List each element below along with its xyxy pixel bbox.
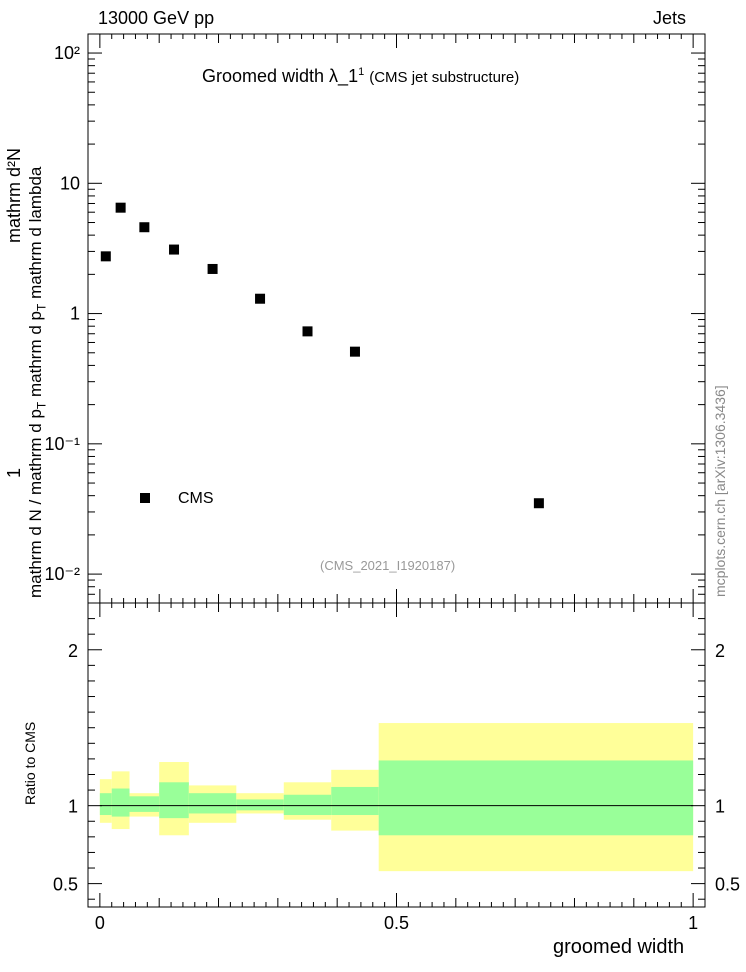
- legend-marker: [140, 493, 150, 503]
- ratio-y-tick-label-right: 0.5: [715, 875, 740, 895]
- x-tick-label: 0.5: [384, 913, 409, 933]
- ratio-y-tick-label: 0.5: [53, 875, 78, 895]
- data-point: [302, 326, 313, 337]
- ylabel-den-part-d: T: [34, 303, 49, 311]
- y-tick-label: 10: [60, 173, 80, 193]
- ratio-y-tick-label-right: 1: [715, 797, 725, 817]
- ylabel-den-part-c: mathrm d p: [26, 311, 45, 397]
- chart-title: Groomed width λ_11 (CMS jet substructure…: [202, 66, 519, 87]
- ratio-inner-band: [159, 782, 189, 819]
- main-frame: [87, 33, 706, 604]
- data-point: [207, 263, 218, 274]
- title-sup: 1: [358, 66, 365, 78]
- ylabel-den-part-a: mathrm d N / mathrm d p: [26, 409, 45, 598]
- ratio-inner-band: [283, 794, 332, 816]
- header-right: Jets: [653, 8, 687, 28]
- ratio-inner-band: [99, 793, 112, 816]
- title-sub: (CMS jet substructure): [369, 69, 520, 86]
- data-point: [115, 202, 126, 213]
- ratio-inner-band: [111, 788, 130, 817]
- reference-label: (CMS_2021_I1920187): [320, 558, 456, 573]
- ratio-inner-band: [188, 793, 237, 814]
- y-tick-label: 10²: [54, 43, 80, 63]
- ylabel-den-part-e: mathrm d lambda: [26, 166, 45, 299]
- ylabel-den-part-b: T: [34, 401, 49, 410]
- ratio-y-tick-label: 2: [68, 641, 78, 661]
- ratio-y-tick-label-right: 2: [715, 641, 725, 661]
- x-tick-label: 0: [95, 913, 105, 933]
- header-left: 13000 GeV pp: [98, 8, 215, 28]
- ratio-y-tick-label: 1: [68, 797, 78, 817]
- ylabel-top: 1: [4, 467, 24, 478]
- y-tick-label: 1: [70, 304, 80, 324]
- x-axis-label: groomed width: [553, 936, 685, 958]
- title-main: Groomed width λ_1: [202, 66, 359, 86]
- ylabel-numerator: mathrm d²N: [4, 147, 24, 243]
- data-point: [139, 222, 150, 233]
- data-point: [169, 244, 180, 255]
- legend-label: CMS: [178, 490, 214, 507]
- data-point: [349, 346, 360, 357]
- y-tick-label: 10⁻¹: [44, 434, 80, 454]
- ratio-inner-band: [378, 760, 694, 836]
- data-point: [255, 293, 266, 304]
- data-point: [533, 498, 544, 509]
- side-label: mcplots.cern.ch [arXiv:1306.3436]: [712, 385, 728, 597]
- ratio-inner-band: [331, 786, 379, 816]
- x-tick-label: 1: [688, 913, 698, 933]
- y-tick-label: 10⁻²: [44, 564, 80, 584]
- data-point: [100, 251, 111, 262]
- ratio-inner-band: [129, 796, 160, 812]
- ratio-inner-band: [236, 799, 284, 811]
- ratio-ylabel: Ratio to CMS: [22, 721, 38, 805]
- ylabel-denominator: mathrm d N / mathrm d pT mathrm d pT mat…: [26, 167, 48, 598]
